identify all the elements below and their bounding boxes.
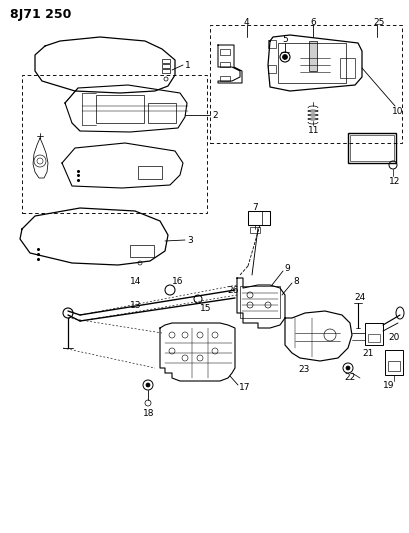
Text: 23: 23 [297, 366, 309, 375]
Text: 20: 20 [387, 333, 398, 342]
Bar [130, 245, 154, 257]
Text: 2: 2 [211, 110, 217, 119]
Bar [209, 25, 401, 143]
Text: 14: 14 [130, 277, 141, 286]
Bar [267, 40, 275, 48]
Bar [239, 286, 279, 318]
Bar [220, 76, 229, 81]
Text: 22: 22 [343, 374, 354, 383]
Bar [138, 166, 162, 179]
Bar [162, 69, 170, 73]
Circle shape [146, 383, 150, 387]
Text: 3: 3 [187, 236, 192, 245]
Bar [349, 135, 393, 161]
Bar [96, 95, 144, 123]
Bar [162, 59, 170, 63]
Bar [247, 211, 270, 225]
Text: 13: 13 [130, 301, 141, 310]
Bar [22, 75, 207, 213]
Text: 1: 1 [184, 61, 190, 69]
Text: 11: 11 [307, 125, 319, 134]
Bar [220, 49, 229, 55]
Bar [387, 361, 399, 371]
Text: 25: 25 [372, 18, 384, 27]
Circle shape [282, 54, 287, 60]
Bar [148, 103, 175, 123]
Text: 17: 17 [238, 384, 250, 392]
Text: 18: 18 [143, 408, 154, 417]
Text: 24: 24 [353, 293, 364, 302]
Text: 21: 21 [361, 349, 373, 358]
Circle shape [345, 366, 349, 370]
Text: 7: 7 [252, 203, 257, 212]
Bar [249, 227, 259, 233]
Text: 19: 19 [382, 381, 393, 390]
Bar [367, 334, 379, 342]
Text: 8: 8 [292, 277, 298, 286]
Text: 15: 15 [200, 303, 211, 312]
Bar [308, 41, 316, 71]
Bar [384, 350, 402, 375]
Bar [220, 62, 229, 67]
Bar [364, 323, 382, 345]
Bar [267, 65, 275, 73]
Text: 12: 12 [388, 176, 400, 185]
Text: 16: 16 [172, 277, 183, 286]
Bar [347, 133, 395, 163]
Text: 6: 6 [309, 18, 315, 27]
Bar [277, 43, 345, 83]
Text: 9: 9 [283, 263, 289, 272]
Text: 8J71 250: 8J71 250 [10, 7, 71, 20]
Text: 4: 4 [243, 18, 249, 27]
Text: 10: 10 [391, 107, 402, 116]
Bar [339, 58, 354, 78]
Bar [162, 64, 170, 68]
Text: 26: 26 [227, 286, 238, 295]
Text: 5: 5 [281, 35, 287, 44]
